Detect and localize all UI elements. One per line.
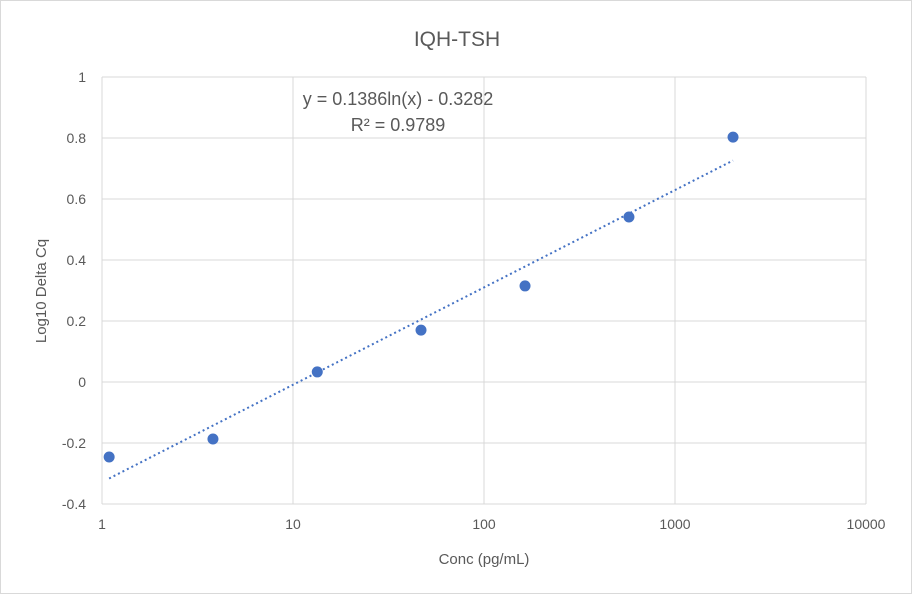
- x-tick-label: 10: [285, 516, 301, 532]
- x-axis-label: Conc (pg/mL): [439, 551, 530, 568]
- y-axis-label: Log10 Delta Cq: [33, 239, 50, 343]
- x-tick-label: 1000: [659, 516, 690, 532]
- trendline: [108, 159, 734, 480]
- y-tick-label: -0.4: [62, 496, 86, 512]
- y-tick-label: 0.8: [67, 130, 87, 146]
- data-point: [415, 324, 427, 336]
- trendline-r2: R² = 0.9789: [351, 115, 446, 135]
- y-tick-label: 0.2: [67, 313, 87, 329]
- data-point: [727, 131, 739, 143]
- x-tick-label: 1: [98, 516, 106, 532]
- gridlines: [101, 76, 867, 505]
- chart-title: IQH-TSH: [414, 28, 500, 51]
- y-tick-label: 0: [78, 374, 86, 390]
- y-tick-label: -0.2: [62, 435, 86, 451]
- y-tick-label: 1: [78, 69, 86, 85]
- tick-labels: -0.4 -0.2 0 0.2 0.4 0.6 0.8 1 1 10 100 1000 10000: [62, 69, 886, 532]
- data-point: [623, 211, 635, 223]
- y-tick-label: 0.4: [67, 252, 87, 268]
- trendline-equation: y = 0.1386ln(x) - 0.3282: [303, 89, 494, 109]
- x-tick-label: 100: [472, 516, 496, 532]
- data-point: [103, 451, 115, 463]
- data-point: [519, 280, 531, 292]
- data-point: [207, 433, 219, 445]
- data-point: [311, 366, 323, 378]
- data-points: [103, 131, 739, 463]
- y-tick-label: 0.6: [67, 191, 87, 207]
- x-tick-label: 10000: [847, 516, 886, 532]
